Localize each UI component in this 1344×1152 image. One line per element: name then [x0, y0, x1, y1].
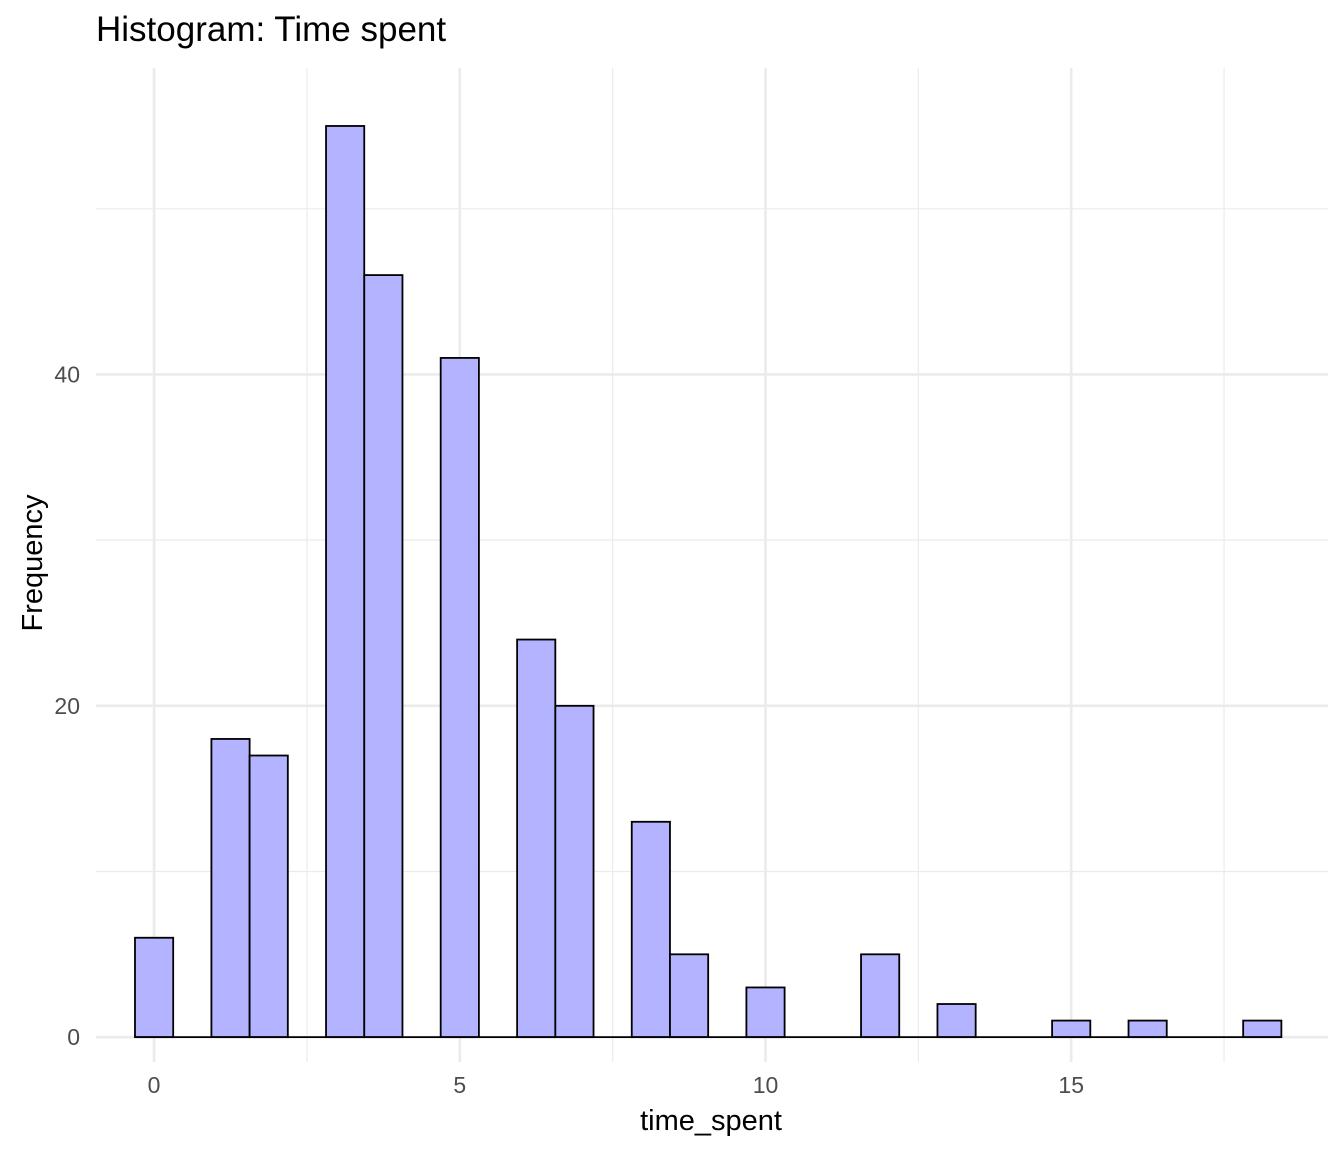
histogram-bar-5	[439, 357, 480, 1039]
histogram-bar-8	[630, 820, 671, 1039]
x-axis-title: time_spent	[640, 1105, 782, 1137]
chart-title: Histogram: Time spent	[96, 10, 447, 49]
histogram-bar-7	[554, 704, 595, 1039]
y-axis-title: Frequency	[17, 494, 49, 632]
histogram-bar-4	[363, 274, 404, 1039]
y-tick-label-0: 0	[67, 1024, 80, 1050]
histogram-bar-2	[248, 754, 289, 1039]
x-tick-label-0: 0	[148, 1072, 161, 1098]
histogram-bar-10	[745, 986, 786, 1039]
y-axis-tick-labels: 0 20 40	[54, 361, 80, 1050]
histogram-bar-12	[936, 1003, 977, 1039]
histogram-bar-13	[1051, 1019, 1092, 1039]
minor-gridlines	[96, 68, 1328, 1062]
x-tick-label-3: 15	[1058, 1072, 1084, 1098]
x-tick-label-2: 10	[753, 1072, 779, 1098]
histogram-bar-0	[134, 936, 175, 1039]
y-tick-label-2: 40	[54, 361, 80, 387]
histogram-bar-3	[325, 125, 366, 1039]
histogram-bar-6	[516, 638, 557, 1039]
y-tick-label-1: 20	[54, 693, 80, 719]
histogram-bar-15	[1242, 1019, 1283, 1039]
histogram-bars	[134, 125, 1283, 1039]
x-axis-tick-labels: 0 5 10 15	[148, 1072, 1084, 1098]
histogram-bar-11	[860, 953, 901, 1039]
histogram-bar-1	[210, 738, 251, 1039]
histogram-bar-9	[669, 953, 710, 1039]
histogram-bar-14	[1127, 1019, 1168, 1039]
x-tick-label-1: 5	[453, 1072, 466, 1098]
